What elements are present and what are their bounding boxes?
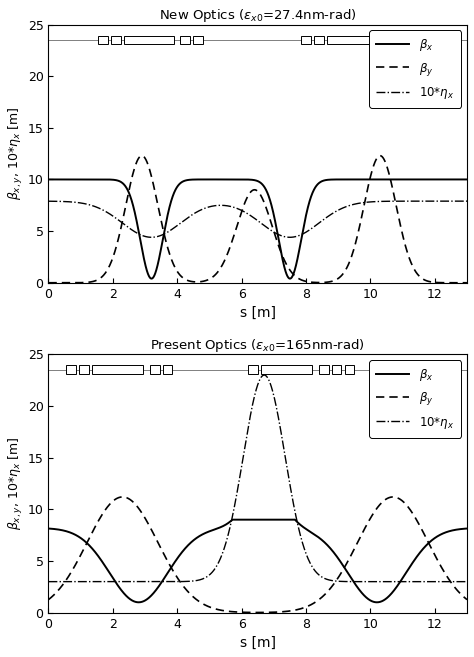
- Title: New Optics ($\varepsilon_{x0}$=27.4nm-rad): New Optics ($\varepsilon_{x0}$=27.4nm-ra…: [159, 7, 356, 24]
- Bar: [319, 365, 328, 374]
- Bar: [193, 35, 203, 45]
- Y-axis label: $\beta_{x,y}$, 10*$\eta_x$ [m]: $\beta_{x,y}$, 10*$\eta_x$ [m]: [7, 437, 25, 530]
- Bar: [150, 365, 160, 374]
- Title: Present Optics ($\varepsilon_{x0}$=165nm-rad): Present Optics ($\varepsilon_{x0}$=165nm…: [150, 337, 365, 354]
- X-axis label: s [m]: s [m]: [240, 636, 276, 650]
- Bar: [383, 35, 393, 45]
- Bar: [79, 365, 89, 374]
- Bar: [99, 35, 108, 45]
- Bar: [445, 365, 454, 374]
- Bar: [181, 35, 190, 45]
- Bar: [301, 35, 311, 45]
- Legend: $\beta_x$, $\beta_y$, 10*$\eta_x$: $\beta_x$, $\beta_y$, 10*$\eta_x$: [369, 30, 461, 108]
- Bar: [327, 35, 377, 45]
- Bar: [124, 35, 174, 45]
- Bar: [345, 365, 355, 374]
- Y-axis label: $\beta_{x,y}$, 10*$\eta_x$ [m]: $\beta_{x,y}$, 10*$\eta_x$ [m]: [7, 107, 25, 200]
- Bar: [92, 365, 144, 374]
- Bar: [248, 365, 258, 374]
- X-axis label: s [m]: s [m]: [240, 306, 276, 320]
- Bar: [314, 35, 324, 45]
- Legend: $\beta_x$, $\beta_y$, 10*$\eta_x$: $\beta_x$, $\beta_y$, 10*$\eta_x$: [369, 360, 461, 438]
- Bar: [432, 365, 441, 374]
- Bar: [163, 365, 173, 374]
- Bar: [261, 365, 312, 374]
- Bar: [396, 35, 406, 45]
- Bar: [111, 35, 121, 45]
- Bar: [66, 365, 76, 374]
- Bar: [332, 365, 341, 374]
